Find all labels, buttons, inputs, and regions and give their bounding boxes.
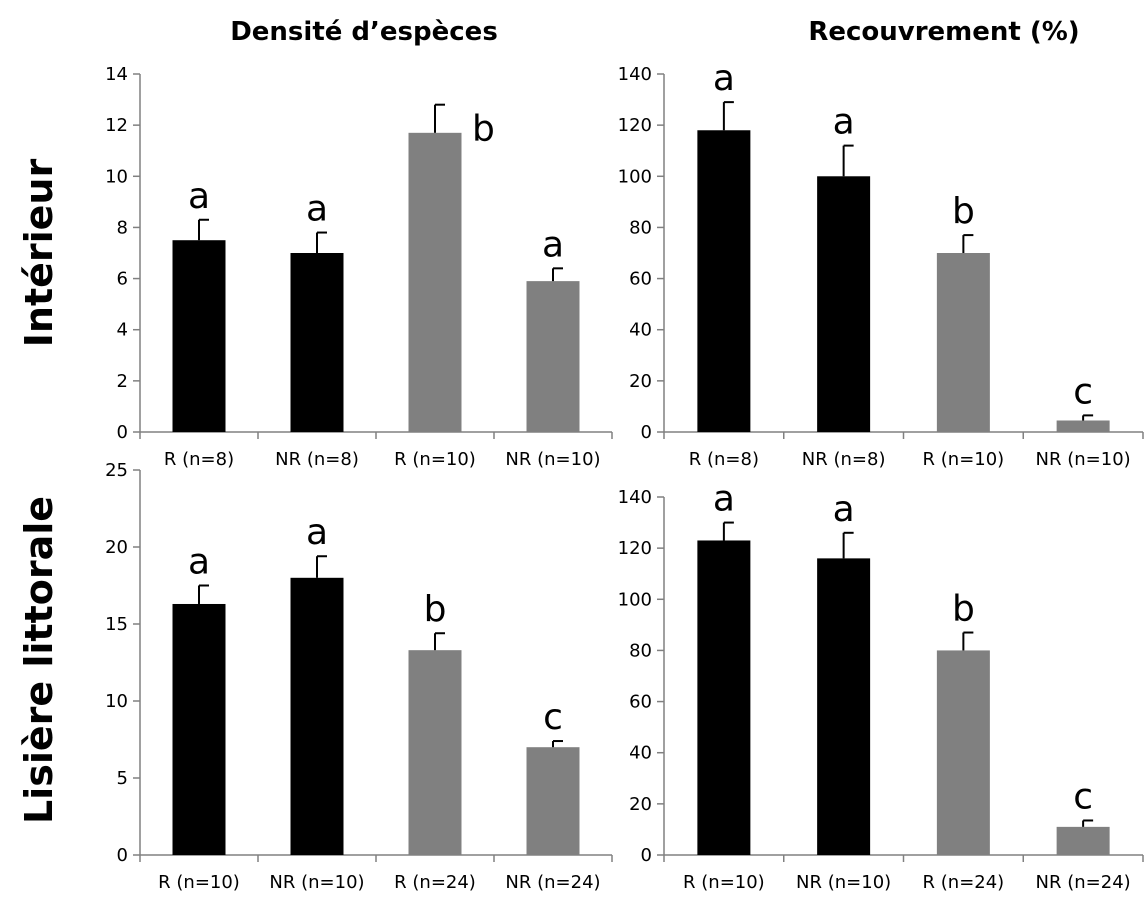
significance-letter: a — [713, 479, 735, 520]
significance-letter: a — [306, 512, 328, 553]
significance-letter: b — [952, 191, 975, 232]
chart-lisiere-densite: 0 5 10 15 20 25 a R (n=10) a NR (n=10) b R (n=24) c N… — [105, 460, 613, 893]
y-tick-label: 20 — [629, 371, 652, 392]
y-tick-label: 6 — [117, 269, 128, 290]
significance-letter: a — [306, 189, 328, 230]
y-tick-label: 12 — [105, 115, 128, 136]
x-category-label: R (n=10) — [683, 872, 765, 893]
significance-letter: a — [188, 176, 210, 217]
significance-letter: b — [472, 109, 495, 150]
significance-letter: c — [543, 697, 563, 738]
bar — [172, 603, 226, 855]
y-tick-label: 20 — [629, 794, 652, 815]
y-tick-label: 5 — [117, 768, 128, 789]
bar — [172, 240, 226, 432]
bar — [697, 130, 751, 432]
y-tick-label: 140 — [618, 64, 652, 85]
x-category-label: R (n=8) — [689, 449, 759, 470]
bar — [408, 650, 462, 855]
y-tick-label: 120 — [618, 538, 652, 559]
chart-interieur-recouvrement: 0 20 40 60 80 100 120 140 a R (n=8) a NR (n=8) b R (n… — [618, 58, 1144, 470]
x-category-label: NR (n=10) — [505, 449, 600, 470]
bar — [817, 558, 871, 855]
bar — [697, 540, 751, 855]
bar — [936, 253, 990, 432]
y-tick-label: 10 — [105, 166, 128, 187]
y-tick-label: 0 — [117, 422, 128, 443]
x-category-label: R (n=10) — [923, 449, 1005, 470]
bar — [817, 176, 871, 432]
significance-letter: b — [952, 589, 975, 630]
y-tick-label: 20 — [105, 537, 128, 558]
y-tick-label: 60 — [629, 269, 652, 290]
significance-letter: a — [833, 102, 855, 143]
x-category-label: NR (n=10) — [1036, 449, 1131, 470]
y-tick-label: 120 — [618, 115, 652, 136]
x-category-label: R (n=10) — [394, 449, 476, 470]
significance-letter: b — [424, 589, 447, 630]
y-tick-label: 0 — [641, 845, 652, 866]
bar — [1056, 420, 1110, 432]
y-tick-label: 0 — [117, 845, 128, 866]
bar — [290, 253, 344, 432]
significance-letter: a — [713, 58, 735, 99]
y-tick-label: 14 — [105, 64, 128, 85]
significance-letter: a — [188, 542, 210, 583]
chart-interieur-densite: 0 2 4 6 8 10 12 14 a R (n=8) a NR (n=8) b R (n=10) a NR… — [105, 64, 613, 470]
y-tick-label: 15 — [105, 614, 128, 635]
y-tick-label: 2 — [117, 371, 128, 392]
x-category-label: R (n=8) — [164, 449, 234, 470]
y-tick-label: 140 — [618, 487, 652, 508]
column-title-recouvrement: Recouvrement (%) — [808, 17, 1079, 47]
x-category-label: NR (n=8) — [802, 449, 886, 470]
bar — [1056, 826, 1110, 855]
x-category-label: R (n=24) — [923, 872, 1005, 893]
x-category-label: NR (n=8) — [275, 449, 359, 470]
bar — [526, 281, 580, 432]
significance-letter: c — [1073, 776, 1093, 817]
y-tick-label: 8 — [117, 217, 128, 238]
x-category-label: R (n=24) — [394, 872, 476, 893]
y-tick-label: 60 — [629, 692, 652, 713]
y-tick-label: 80 — [629, 640, 652, 661]
y-tick-label: 100 — [618, 589, 652, 610]
y-tick-label: 40 — [629, 743, 652, 764]
y-tick-label: 40 — [629, 320, 652, 341]
row-title-lisiere: Lisière littorale — [17, 496, 61, 824]
y-tick-label: 4 — [117, 320, 128, 341]
x-category-label: NR (n=10) — [796, 872, 891, 893]
column-title-densite: Densité d’espèces — [230, 17, 498, 47]
significance-letter: c — [1073, 371, 1093, 412]
y-tick-label: 80 — [629, 217, 652, 238]
significance-letter: a — [833, 489, 855, 530]
x-category-label: NR (n=24) — [1036, 872, 1131, 893]
y-tick-label: 10 — [105, 691, 128, 712]
row-title-interieur: Intérieur — [17, 159, 61, 348]
y-tick-label: 100 — [618, 166, 652, 187]
bar — [936, 650, 990, 855]
bar — [526, 747, 580, 855]
x-category-label: NR (n=10) — [269, 872, 364, 893]
x-category-label: NR (n=24) — [505, 872, 600, 893]
y-tick-label: 0 — [641, 422, 652, 443]
significance-letter: a — [542, 224, 564, 265]
chart-lisiere-recouvrement: 0 20 40 60 80 100 120 140 a R (n=10) a NR (n=10) b R … — [618, 479, 1144, 893]
y-tick-label: 25 — [105, 460, 128, 481]
bar — [290, 577, 344, 855]
bar — [408, 132, 462, 433]
x-category-label: R (n=10) — [158, 872, 240, 893]
